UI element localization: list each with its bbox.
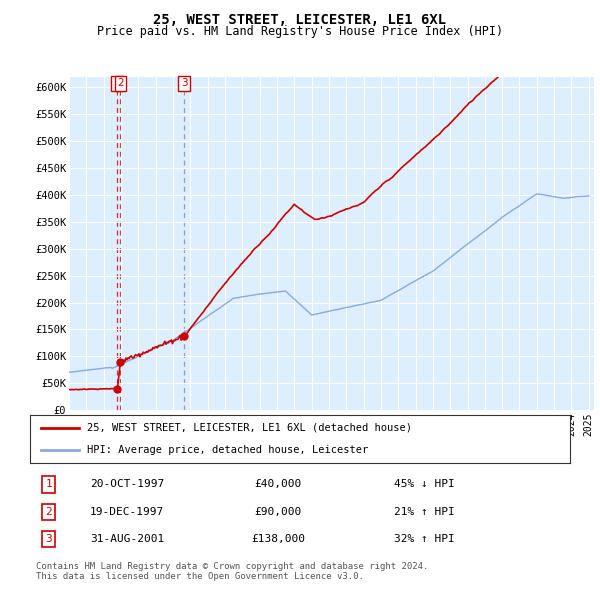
Text: 1: 1 <box>46 480 52 489</box>
Text: 3: 3 <box>46 535 52 544</box>
Text: Contains HM Land Registry data © Crown copyright and database right 2024.
This d: Contains HM Land Registry data © Crown c… <box>36 562 428 581</box>
Text: 19-DEC-1997: 19-DEC-1997 <box>90 507 164 517</box>
Text: Price paid vs. HM Land Registry's House Price Index (HPI): Price paid vs. HM Land Registry's House … <box>97 25 503 38</box>
Text: 31-AUG-2001: 31-AUG-2001 <box>90 535 164 544</box>
Text: £40,000: £40,000 <box>255 480 302 489</box>
Text: 25, WEST STREET, LEICESTER, LE1 6XL (detached house): 25, WEST STREET, LEICESTER, LE1 6XL (det… <box>86 423 412 433</box>
Text: £138,000: £138,000 <box>251 535 305 544</box>
Text: 21% ↑ HPI: 21% ↑ HPI <box>394 507 455 517</box>
Text: 2: 2 <box>117 78 124 88</box>
Text: 45% ↓ HPI: 45% ↓ HPI <box>394 480 455 489</box>
Text: 1: 1 <box>114 78 121 88</box>
Text: 25, WEST STREET, LEICESTER, LE1 6XL: 25, WEST STREET, LEICESTER, LE1 6XL <box>154 13 446 27</box>
Text: 32% ↑ HPI: 32% ↑ HPI <box>394 535 455 544</box>
Text: £90,000: £90,000 <box>255 507 302 517</box>
Text: 2: 2 <box>46 507 52 517</box>
Text: HPI: Average price, detached house, Leicester: HPI: Average price, detached house, Leic… <box>86 445 368 455</box>
Text: 20-OCT-1997: 20-OCT-1997 <box>90 480 164 489</box>
Text: 3: 3 <box>181 78 188 88</box>
